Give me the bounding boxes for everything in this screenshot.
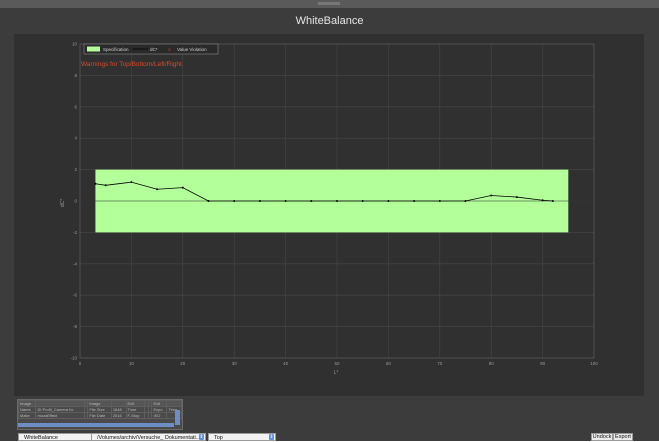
info-cell: File Date	[87, 412, 112, 419]
data-point	[336, 200, 338, 202]
data-point	[490, 194, 493, 197]
legend-item-dc: dC*	[150, 47, 158, 52]
position-select-value: Top	[214, 435, 223, 441]
data-point	[233, 200, 236, 202]
x-tick-label: 50	[334, 361, 340, 366]
y-tick-label: -10	[70, 356, 77, 361]
undock-button[interactable]: Undock	[591, 433, 613, 441]
table-row[interactable]: Name ID Profil_Camera IIc File Size 1648…	[17, 406, 182, 413]
data-point	[130, 181, 133, 184]
x-tick-label: 80	[489, 361, 495, 366]
legend-item-specification: Specification	[103, 47, 129, 52]
y-tick-label: 8	[74, 73, 77, 78]
info-cell	[166, 412, 182, 419]
data-point	[284, 200, 287, 202]
x-tick-label: 70	[437, 361, 443, 366]
y-tick-label: 0	[74, 199, 77, 204]
path-select[interactable]: /Volumes/archiv/Versuche_ Dokumentati...…	[91, 433, 206, 441]
view-select-value: WhiteBalance	[24, 435, 58, 441]
data-point	[361, 200, 364, 202]
position-select[interactable]: Top ⇕	[208, 433, 276, 441]
data-point	[104, 184, 107, 187]
data-point	[258, 200, 261, 202]
export-button[interactable]: Export	[613, 433, 633, 441]
data-point	[181, 186, 184, 189]
legend-spec-swatch	[87, 46, 100, 52]
chart-legend: Specification dC* × Value Violation	[83, 43, 219, 55]
y-axis-label: dC*	[60, 199, 66, 207]
select-arrow-icon: ⇕	[199, 434, 204, 440]
series-line-dc	[95, 181, 553, 202]
y-tick-label: -2	[73, 230, 77, 235]
window-top-bar[interactable]	[0, 0, 659, 8]
legend-violation-marker: ×	[168, 48, 171, 54]
x-tick-label: 40	[283, 361, 289, 366]
info-cell: F-Stop	[125, 412, 146, 419]
x-tick-label: 90	[540, 361, 546, 366]
x-tick-label: 20	[180, 361, 186, 366]
info-cell: 2016	[110, 412, 127, 419]
resize-grip[interactable]	[318, 2, 340, 5]
data-point	[310, 200, 313, 202]
table-row[interactable]: Make mozaEffekt File Date 2016 F-Stop IS…	[17, 412, 182, 419]
data-point	[387, 200, 390, 202]
y-tick-label: 6	[74, 104, 77, 109]
y-tick-label: -6	[73, 293, 77, 298]
y-tick-label: 4	[74, 136, 77, 141]
info-cell: Make	[17, 412, 37, 419]
data-point	[94, 182, 97, 185]
data-point	[551, 200, 554, 202]
info-cell: ISO	[151, 412, 168, 419]
data-point	[413, 200, 416, 202]
data-point	[541, 199, 544, 202]
data-point	[438, 200, 441, 202]
x-tick-label: 0	[79, 361, 82, 366]
y-tick-label: 10	[72, 42, 78, 47]
data-point	[515, 196, 518, 199]
x-tick-label: 30	[232, 361, 238, 366]
x-tick-label: 60	[386, 361, 392, 366]
y-tick-label: -4	[73, 261, 77, 266]
chart-window-title: WhiteBalance	[295, 15, 364, 27]
y-tick-label: -8	[73, 324, 77, 329]
x-tick-label: 100	[590, 361, 598, 366]
x-tick-label: 10	[129, 361, 135, 366]
data-point	[156, 188, 159, 191]
data-point	[464, 200, 467, 202]
info-cell: mozaEffekt	[35, 412, 85, 419]
image-info-table: Image Image Exif Exif Name ID Profil_Cam…	[17, 399, 183, 430]
vertical-scrollbar[interactable]	[175, 410, 180, 425]
x-axis-label: L*	[334, 370, 339, 376]
legend-item-violation: Value Violation	[177, 47, 207, 52]
warning-text: Warnings for Top/Bottom/Left/Right	[81, 61, 182, 68]
y-tick-label: 2	[74, 167, 77, 172]
info-table-header: Image Image Exif Exif	[17, 400, 182, 407]
data-point	[207, 200, 210, 202]
horizontal-scrollbar[interactable]	[18, 423, 174, 427]
path-select-value: /Volumes/archiv/Versuche_ Dokumentati...	[97, 435, 201, 441]
select-arrow-icon: ⇕	[269, 434, 274, 440]
